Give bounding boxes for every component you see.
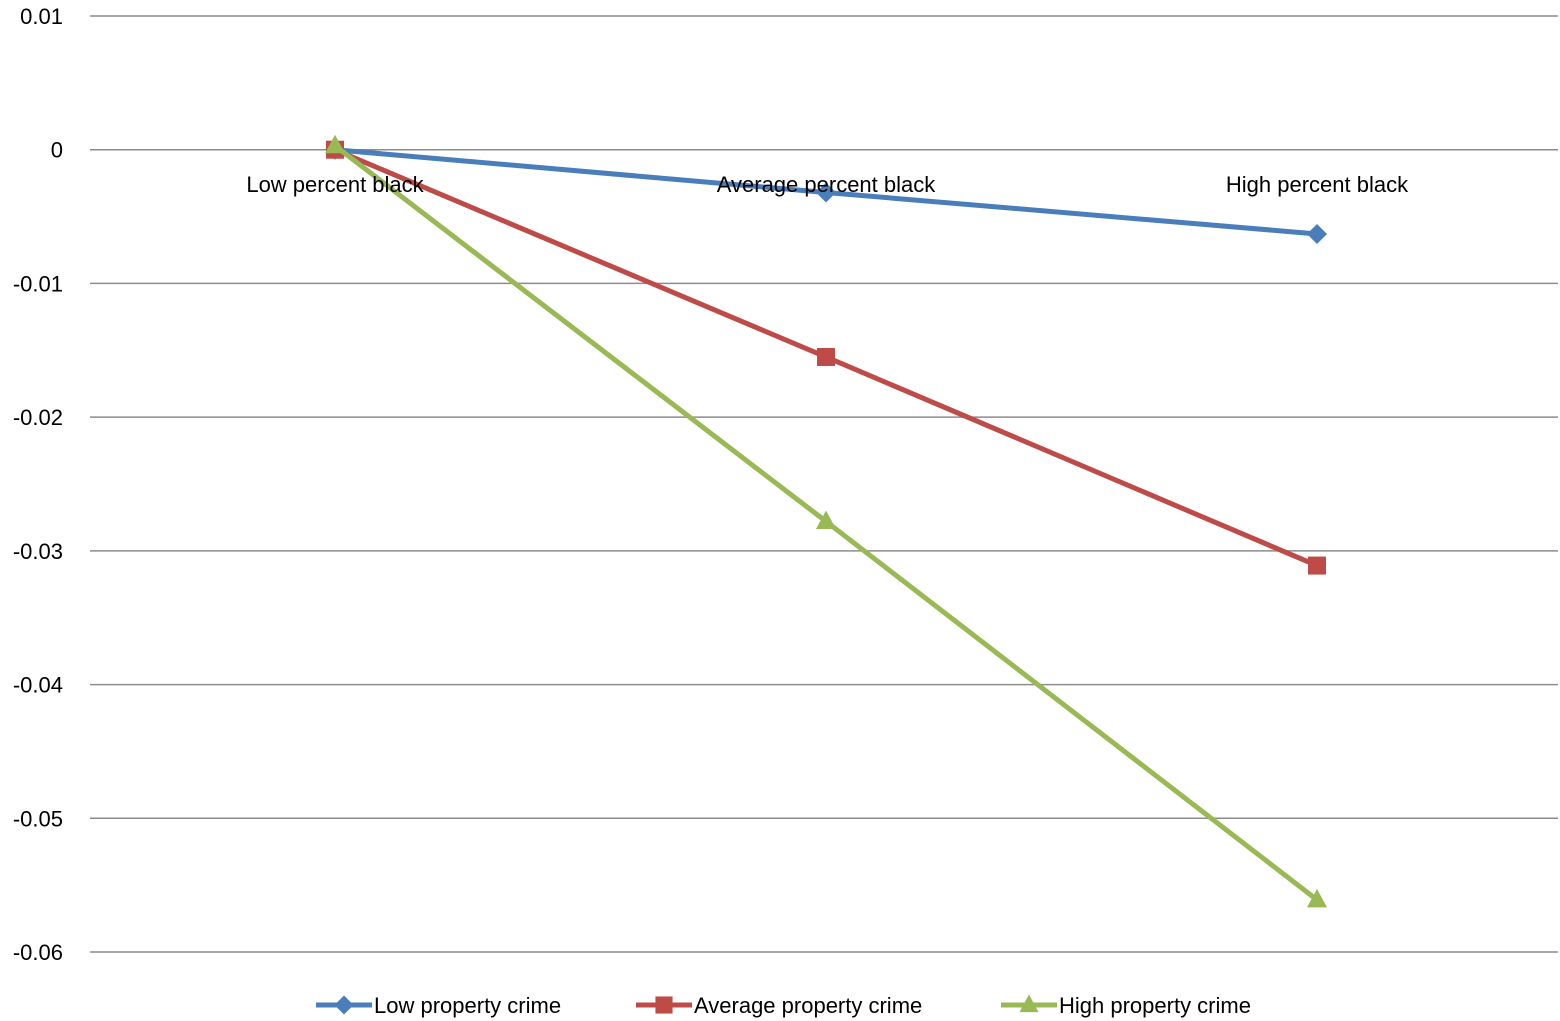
y-tick-label: -0.01 — [13, 271, 63, 296]
legend-item: Average property crime — [636, 993, 922, 1018]
legend-item: Low property crime — [316, 993, 561, 1018]
legend-label: High property crime — [1059, 993, 1251, 1018]
y-tick-label: 0 — [51, 138, 63, 163]
y-tick-label: -0.06 — [13, 940, 63, 965]
legend-label: Low property crime — [374, 993, 561, 1018]
triangle-marker — [1019, 994, 1039, 1013]
square-marker — [1308, 556, 1326, 575]
y-tick-label: -0.04 — [13, 673, 63, 698]
diamond-marker — [334, 995, 354, 1015]
triangle-marker — [816, 510, 836, 529]
category-labels: Low percent black Average percent black Hi… — [246, 172, 1409, 197]
legend-label: Average property crime — [694, 993, 922, 1018]
gridlines — [90, 15, 1558, 953]
triangle-marker — [325, 134, 345, 154]
y-axis-ticks: 0.01 0 -0.01 -0.02 -0.03 -0.04 -0.05 -0.06 — [13, 4, 63, 965]
y-tick-label: 0.01 — [20, 4, 63, 29]
y-tick-label: -0.03 — [13, 539, 63, 564]
y-tick-label: -0.02 — [13, 405, 63, 430]
square-marker — [817, 347, 835, 366]
legend: Low property crime Average property crime… — [316, 993, 1251, 1018]
legend-item: High property crime — [1001, 993, 1251, 1018]
x-category-label: Average percent black — [717, 172, 937, 197]
square-marker — [655, 996, 673, 1014]
series-average-property-crime — [326, 140, 1326, 575]
series-lines — [325, 134, 1327, 908]
y-tick-label: -0.05 — [13, 806, 63, 831]
diamond-marker — [1307, 223, 1327, 244]
diamond-marker — [816, 182, 836, 203]
x-category-label: High percent black — [1226, 172, 1409, 197]
series-high-property-crime — [325, 134, 1327, 908]
x-category-label: Low percent black — [246, 172, 424, 197]
triangle-marker — [1307, 888, 1327, 908]
